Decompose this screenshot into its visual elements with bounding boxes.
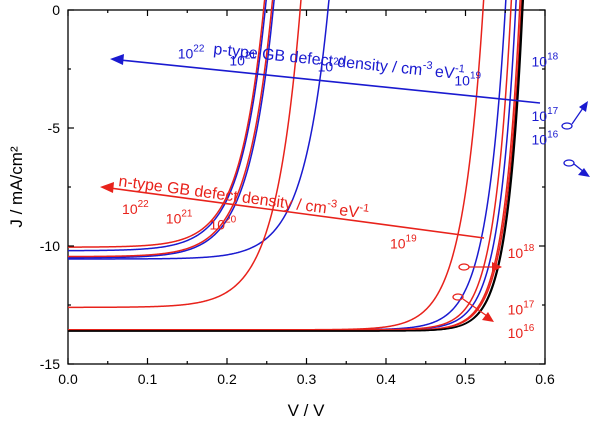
n-label-20-exp: 20: [225, 214, 237, 225]
p-label-22-exp: 22: [193, 43, 205, 54]
p-18-pointer-head: [579, 101, 588, 112]
series-line-p-type-1e20: [68, 0, 330, 260]
n-label-18-base: 10: [508, 245, 524, 261]
p-label-21-exp: 21: [245, 50, 257, 61]
p-18-marker: [561, 122, 573, 130]
p-label-19-exp: 19: [470, 71, 482, 82]
x-tick-label: 0.0: [58, 371, 78, 387]
p-type-arrow-line: [119, 59, 541, 104]
x-tick-label: 0.1: [138, 371, 158, 387]
n-17-pointer-head: [482, 312, 494, 322]
curves-group: [67, 0, 525, 332]
p-label-17-exp: 17: [547, 106, 559, 117]
n-label-19: 1019: [390, 233, 417, 251]
series-line-n-type-1e22: [68, 0, 266, 248]
x-tick-label: 0.2: [217, 371, 237, 387]
n-label-20: 1020: [210, 214, 237, 232]
n-label-17-exp: 17: [523, 299, 535, 310]
n-18-pointer-head: [492, 262, 502, 272]
n-18-marker: [458, 263, 470, 271]
p-type-title-exp: -3: [422, 59, 433, 72]
series-line-p-type-1e16: [68, 0, 525, 332]
p-label-22: 1022: [178, 43, 205, 61]
series-line-p-type-1e21: [68, 0, 275, 259]
p-label-19: 1019: [454, 71, 481, 89]
p-type-title-ev: eV: [434, 64, 456, 83]
p-label-22-base: 10: [178, 45, 194, 61]
p-label-18-base: 10: [531, 54, 547, 70]
p-label-17: 1017: [531, 106, 558, 124]
p-label-16: 1016: [531, 130, 558, 148]
y-tick-label: 0: [52, 2, 60, 18]
x-axis-title: V / V: [288, 401, 326, 420]
x-tick-label: 0.6: [535, 371, 555, 387]
p-label-20-exp: 20: [333, 56, 345, 67]
pointer-markers: [452, 101, 590, 322]
n-label-16-exp: 16: [523, 323, 535, 334]
series-line-p-type-1e22: [68, 0, 267, 252]
p-type-title-exp2: -1: [454, 63, 465, 76]
n-label-18: 1018: [508, 243, 535, 261]
n-label-21: 1021: [166, 209, 193, 227]
x-tick-label: 0.5: [456, 371, 476, 387]
y-tick-label: -5: [48, 120, 61, 136]
n-type-arrow-line: [109, 187, 485, 239]
n-type-title-text: n-type GB defect density / cm: [117, 173, 327, 217]
y-tick-label: -15: [40, 356, 60, 372]
n-label-17-base: 10: [508, 301, 524, 317]
p-label-18: 1018: [531, 52, 558, 70]
p-17-pointer-head: [578, 168, 590, 177]
n-label-22: 1022: [122, 199, 149, 217]
n-label-19-exp: 19: [406, 233, 418, 244]
y-axis-title: J / mA/cm²: [7, 146, 26, 228]
n-label-21-exp: 21: [181, 209, 193, 220]
n-label-16: 1016: [508, 323, 535, 341]
n-type-arrowhead: [100, 182, 114, 193]
p-label-20: 1020: [318, 56, 345, 74]
n-label-22-base: 10: [122, 201, 138, 217]
p-label-16-base: 10: [531, 132, 547, 148]
p-label-21-base: 10: [229, 52, 245, 68]
ticks-group: [67, 9, 546, 365]
p-label-19-base: 10: [454, 73, 470, 89]
y-tick-label: -10: [40, 238, 60, 254]
p-label-20-base: 10: [318, 58, 334, 74]
n-type-title-ev: eV: [338, 202, 360, 221]
n-type-title-exp2: -1: [359, 202, 370, 215]
n-label-19-base: 10: [390, 235, 406, 251]
n-17-marker: [452, 293, 464, 301]
series-line-n-type-1e21: [67, 0, 274, 258]
p-label-17-base: 10: [531, 108, 547, 124]
n-label-17: 1017: [508, 299, 535, 317]
n-label-21-base: 10: [166, 211, 182, 227]
x-tick-label: 0.4: [376, 371, 396, 387]
p-17-marker: [563, 159, 575, 167]
n-label-22-exp: 22: [138, 199, 150, 210]
n-17-pointer: [462, 298, 488, 317]
n-label-20-base: 10: [210, 216, 226, 232]
p-label-16-exp: 16: [547, 130, 559, 141]
p-18-pointer: [571, 107, 584, 125]
p-type-arrowhead: [110, 54, 124, 65]
n-type-title-exp: -3: [327, 198, 338, 211]
n-label-18-exp: 18: [523, 243, 535, 254]
p-label-21: 1021: [229, 50, 256, 68]
n-label-16-base: 10: [508, 325, 524, 341]
series-line-n-type-1e20: [68, 0, 302, 309]
p-label-18-exp: 18: [547, 52, 559, 63]
x-tick-label: 0.3: [297, 371, 317, 387]
